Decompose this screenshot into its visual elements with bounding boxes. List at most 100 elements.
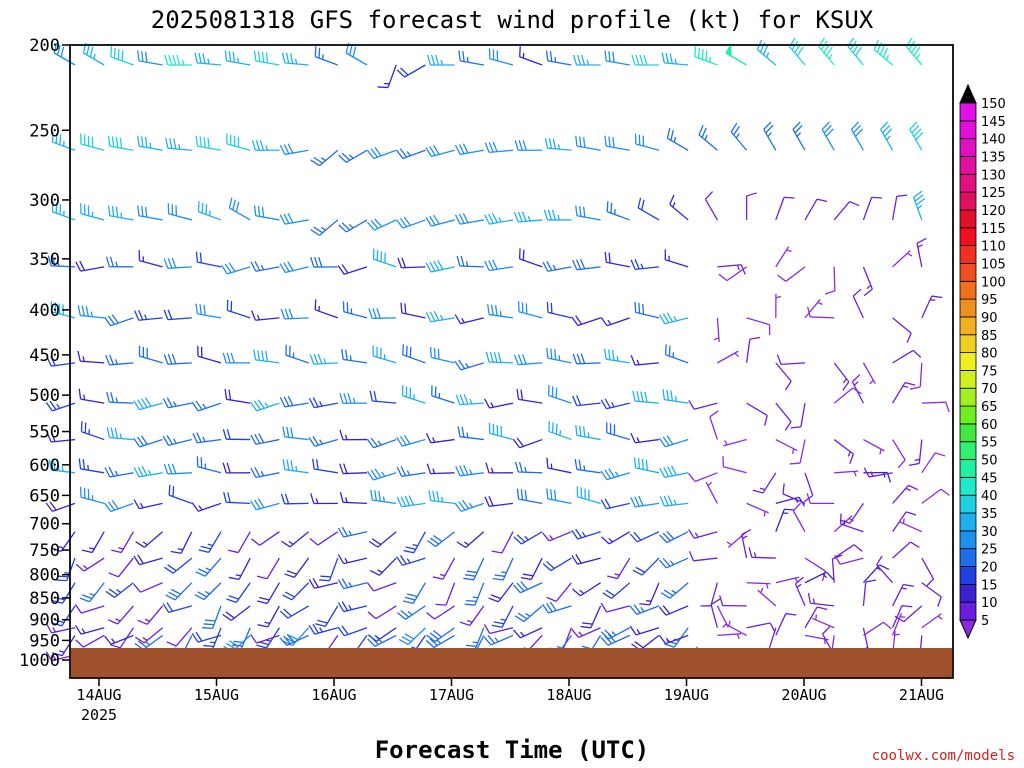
barb-feather (548, 420, 551, 432)
colorbar-swatch (959, 583, 977, 603)
barb-feather (897, 459, 906, 469)
barb-feather (81, 305, 85, 317)
wind-barb (688, 400, 718, 410)
barb-feather (911, 124, 920, 134)
wind-barb (456, 255, 484, 268)
colorbar-label: 130 (981, 168, 1006, 183)
barb-feather (664, 643, 675, 648)
barb-staff (892, 349, 914, 364)
barb-feather (133, 467, 140, 478)
wind-barb (659, 495, 689, 507)
wind-barb (794, 576, 806, 607)
barb-half-feather (490, 402, 494, 408)
barb-staff (256, 502, 280, 511)
barb-half-feather (822, 573, 827, 579)
wind-barb (514, 461, 543, 474)
barb-feather (662, 532, 671, 542)
barb-feather (140, 435, 148, 445)
barb-feather (224, 388, 228, 400)
wind-barb (312, 458, 338, 474)
barb-feather (370, 469, 378, 480)
barb-staff (892, 511, 907, 533)
barb-feather (347, 393, 352, 404)
wind-barb (220, 262, 251, 275)
barb-feather (117, 49, 120, 60)
barb-feather (850, 121, 860, 130)
barb-half-feather (614, 471, 619, 477)
barb-feather (658, 559, 667, 569)
barb-staff (834, 470, 859, 474)
barb-feather (580, 625, 591, 629)
barb-feather (223, 492, 227, 503)
wind-barb (892, 439, 906, 469)
colorbar-swatch (959, 334, 977, 353)
barb-half-feather (673, 499, 677, 505)
barb-feather (842, 381, 850, 391)
barb-feather (366, 438, 375, 449)
wind-barb (81, 531, 105, 554)
barb-feather (403, 216, 411, 226)
wind-barb (45, 400, 76, 412)
barb-feather (514, 140, 519, 151)
barb-feather (195, 571, 206, 577)
wind-barb (546, 488, 572, 505)
wind-barb (604, 348, 630, 364)
wind-barb (197, 201, 222, 221)
barb-feather (230, 352, 235, 364)
barb-half-feather (501, 571, 507, 574)
wind-barb (133, 582, 163, 593)
wind-barb (600, 602, 630, 613)
wind-barb (138, 345, 163, 364)
barb-feather (671, 465, 677, 476)
barb-feather (77, 350, 81, 362)
y-tick-label: 650 (29, 486, 60, 506)
wind-barb (792, 121, 806, 151)
wind-barb (776, 354, 806, 366)
barb-half-feather (614, 573, 620, 576)
colorbar-label: 100 (981, 275, 1006, 290)
wind-barb (396, 466, 426, 478)
barb-staff (751, 556, 776, 559)
wind-barb (892, 583, 914, 607)
barb-half-feather (828, 54, 833, 60)
wind-barb (488, 582, 514, 603)
wind-barb (575, 424, 601, 441)
barb-feather (484, 214, 490, 225)
wind-barb (775, 196, 795, 221)
barb-half-feather (742, 535, 748, 540)
barb-feather (642, 303, 645, 315)
barb-feather (85, 305, 89, 317)
barb-feather (607, 633, 616, 643)
wind-barb (310, 149, 339, 167)
barb-feather (57, 575, 69, 578)
barb-feather (547, 209, 553, 221)
barb-feather (464, 603, 476, 606)
wind-barb (253, 205, 280, 221)
barb-feather (604, 398, 611, 409)
barb-feather (75, 261, 82, 272)
wind-barb (79, 582, 105, 603)
barb-half-feather (869, 379, 874, 385)
y-tick-label: 500 (29, 386, 60, 406)
wind-barb (513, 581, 543, 594)
barb-feather (163, 309, 169, 320)
barb-feather (369, 390, 373, 402)
barb-feather (220, 264, 228, 275)
wind-barb (250, 310, 280, 321)
barb-feather (432, 490, 436, 502)
barb-feather (399, 555, 407, 565)
barb-staff (431, 266, 455, 273)
barb-half-feather (723, 440, 728, 446)
colorbar-swatch (959, 263, 977, 282)
barb-feather (425, 216, 432, 227)
barb-feather (224, 263, 232, 274)
wind-barb (367, 634, 397, 647)
barb-feather (396, 466, 403, 477)
wind-barb (775, 612, 797, 636)
barb-feather (520, 489, 524, 500)
barb-feather (318, 256, 323, 268)
barb-feather (512, 438, 521, 449)
barb-feather (339, 429, 344, 440)
barb-feather (851, 374, 861, 383)
wind-barb (789, 37, 806, 66)
